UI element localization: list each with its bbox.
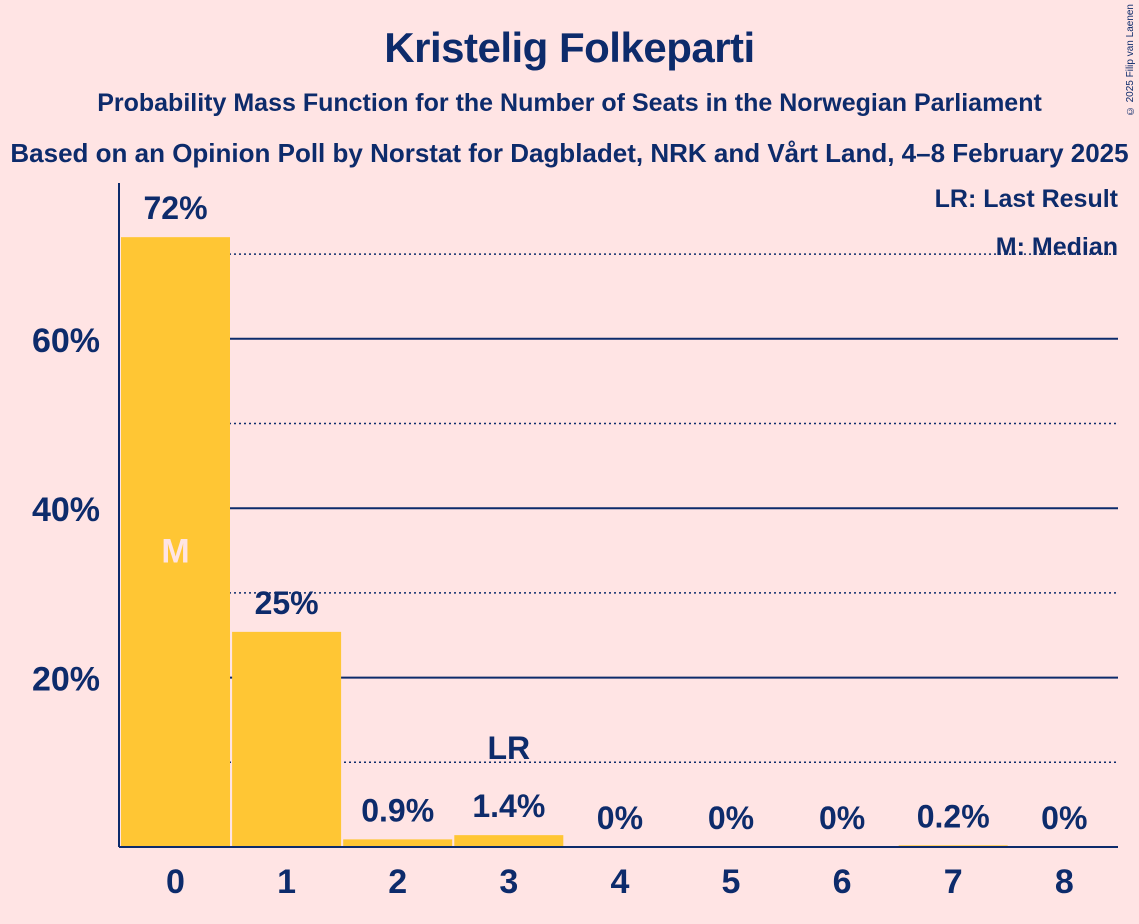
data-label-7: 0.2% — [917, 798, 990, 834]
data-label-2: 0.9% — [361, 792, 434, 828]
data-label-8: 0% — [1041, 800, 1087, 836]
x-tick-label-5: 5 — [722, 863, 741, 901]
x-tick-label-6: 6 — [833, 863, 852, 901]
x-tick-label-8: 8 — [1055, 863, 1074, 901]
y-tick-label: 40% — [32, 491, 100, 529]
median-marker: M — [161, 533, 189, 571]
x-tick-label-1: 1 — [277, 863, 296, 901]
chart-source: Based on an Opinion Poll by Norstat for … — [10, 138, 1129, 168]
bar-2 — [343, 839, 453, 847]
x-tick-label-3: 3 — [499, 863, 518, 901]
data-label-5: 0% — [708, 800, 754, 836]
x-tick-label-2: 2 — [388, 863, 407, 901]
data-label-3: 1.4% — [472, 788, 545, 824]
data-label-4: 0% — [597, 800, 643, 836]
bar-3 — [454, 835, 564, 847]
x-tick-label-7: 7 — [944, 863, 963, 901]
data-label-6: 0% — [819, 800, 865, 836]
x-tick-label-0: 0 — [166, 863, 185, 901]
bar-1 — [232, 631, 342, 847]
last-result-marker: LR — [487, 730, 530, 766]
y-tick-label: 20% — [32, 661, 100, 699]
data-label-0: 72% — [143, 190, 207, 226]
legend-median: M: Median — [995, 233, 1118, 261]
chart-subtitle: Probability Mass Function for the Number… — [97, 89, 1042, 117]
y-tick-label: 60% — [32, 322, 100, 360]
x-tick-label-4: 4 — [610, 863, 629, 901]
chart-title: Kristelig Folkeparti — [384, 24, 755, 71]
data-label-1: 25% — [255, 585, 319, 621]
bar-0 — [121, 237, 230, 847]
legend-last-result: LR: Last Result — [934, 185, 1118, 213]
